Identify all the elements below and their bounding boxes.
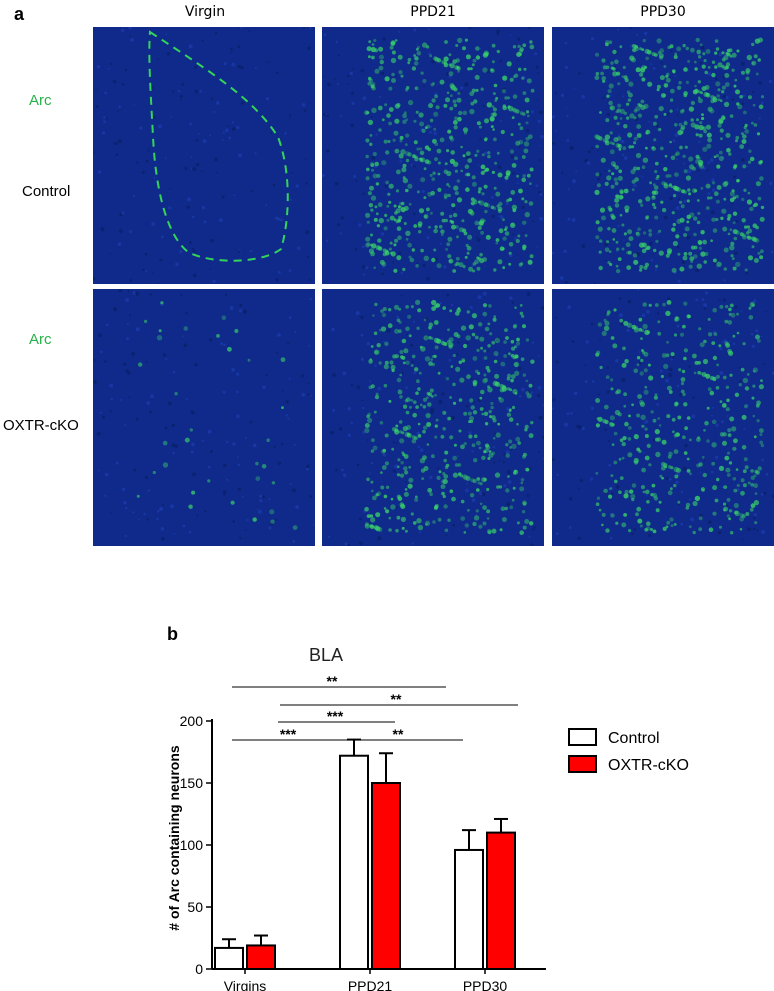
bar-oxtr-cko	[371, 782, 401, 970]
x-tick-label: PPD30	[463, 978, 508, 991]
significance-label: **	[327, 673, 338, 689]
micrograph-tile	[93, 289, 315, 546]
micrograph-tile	[93, 27, 315, 284]
y-tick-label: 100	[180, 837, 204, 853]
legend-swatch	[568, 728, 597, 746]
y-tick-label: 50	[187, 899, 203, 915]
column-header-ppd30: PPD30	[640, 4, 686, 20]
row-stain-label-oxtr: Arc	[29, 331, 52, 348]
panel-a-letter: a	[14, 4, 25, 24]
micrograph-tile	[322, 27, 544, 284]
y-tick-label: 200	[180, 713, 204, 729]
column-header-ppd21: PPD21	[410, 4, 456, 20]
significance-label: **	[393, 726, 404, 742]
row-stain-label-control: Arc	[29, 92, 52, 109]
x-tick-label: Virgins	[224, 978, 267, 991]
significance-label: ***	[280, 726, 297, 742]
bar-oxtr-cko	[486, 831, 516, 970]
micrograph-tile	[552, 27, 774, 284]
legend-swatch	[568, 755, 597, 773]
significance-label: **	[391, 691, 402, 707]
micrograph-tile	[552, 289, 774, 546]
y-tick-label: 0	[195, 961, 203, 977]
y-axis-label: # of Arc containing neurons	[166, 745, 182, 931]
legend-label: OXTR-cKO	[608, 757, 689, 774]
legend-label: Control	[608, 730, 660, 747]
bar-oxtr-cko	[246, 944, 276, 971]
row-group-label-control: Control	[22, 183, 71, 200]
bar-control	[454, 848, 484, 971]
y-tick-label: 150	[180, 775, 204, 791]
bar-control	[339, 754, 369, 970]
row-group-label-oxtr: OXTR-cKO	[3, 417, 79, 434]
column-header-virgin: Virgin	[184, 4, 226, 20]
micrograph-tile	[322, 289, 544, 546]
panel-b-letter: b	[167, 624, 178, 644]
bar-control	[214, 946, 244, 970]
chart-title: BLA	[309, 645, 343, 665]
significance-label: ***	[327, 708, 344, 724]
x-tick-label: PPD21	[348, 978, 393, 991]
